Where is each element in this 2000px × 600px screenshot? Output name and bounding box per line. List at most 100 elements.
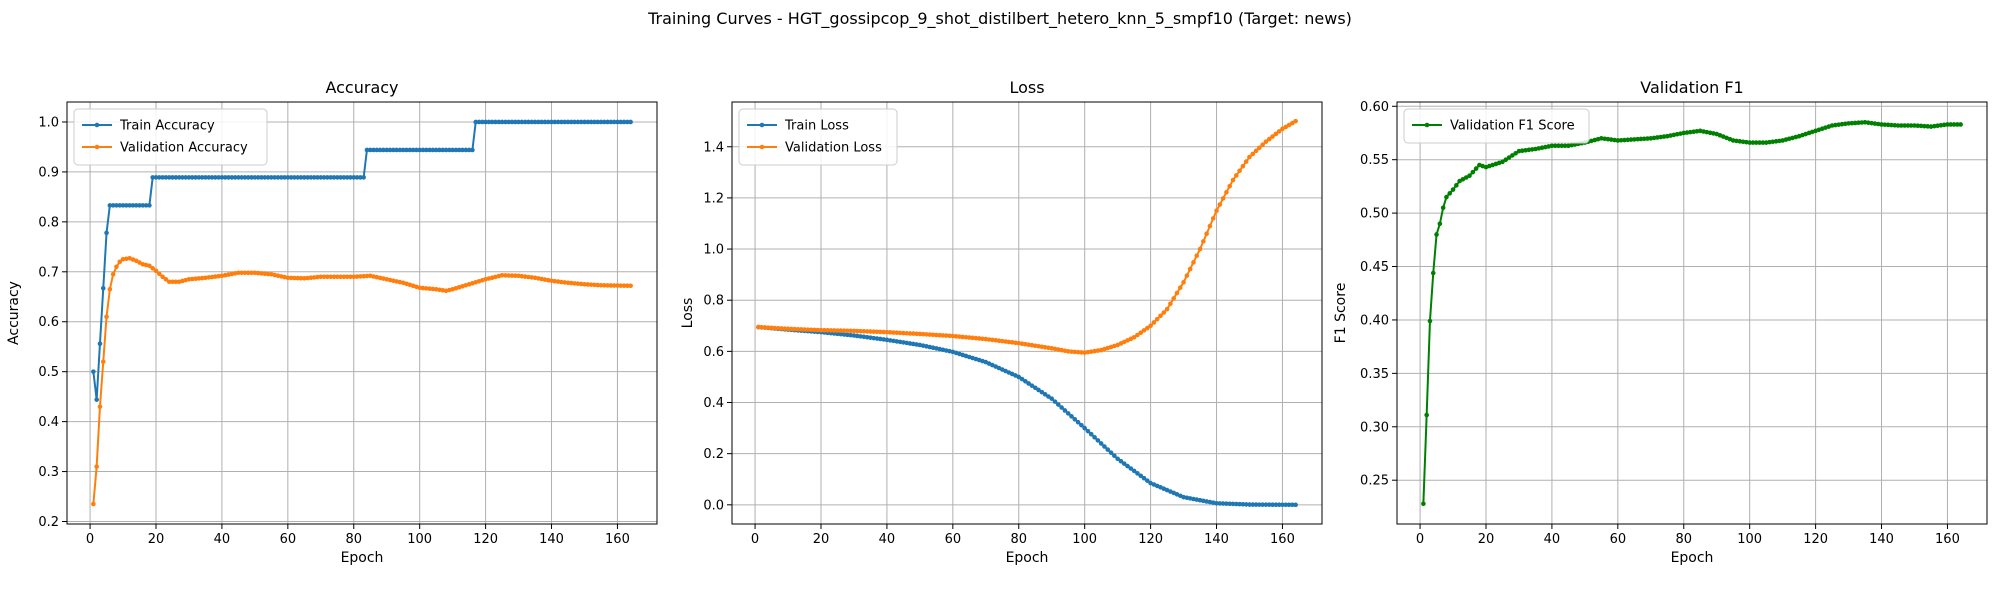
data-point	[937, 332, 942, 338]
data-point	[331, 175, 337, 180]
data-point	[1635, 136, 1640, 142]
data-point	[331, 274, 337, 280]
data-point	[371, 147, 376, 153]
data-point	[239, 270, 244, 276]
data-point	[512, 273, 518, 278]
data-point	[344, 175, 350, 180]
data-point	[160, 175, 165, 180]
data-point	[1430, 270, 1436, 276]
data-point	[1283, 502, 1289, 508]
data-point	[779, 326, 784, 331]
data-point	[1237, 168, 1242, 174]
data-point	[1895, 123, 1901, 128]
data-point	[97, 341, 103, 347]
panel-title: Accuracy	[325, 78, 398, 97]
data-point	[943, 333, 949, 338]
data-point	[229, 175, 235, 180]
x-axis-label: Epoch	[1671, 550, 1714, 566]
data-point	[183, 175, 188, 180]
data-point	[792, 326, 797, 332]
data-point	[1062, 408, 1068, 413]
x-tick-label: 40	[1544, 532, 1561, 547]
data-point	[1138, 330, 1144, 335]
data-point	[104, 314, 109, 320]
data-point	[625, 283, 630, 289]
data-point	[940, 333, 946, 338]
data-point	[1181, 280, 1186, 285]
data-point	[1955, 122, 1960, 127]
x-tick-label: 80	[345, 532, 362, 547]
data-point	[245, 175, 251, 180]
data-point	[110, 203, 116, 208]
series	[91, 256, 633, 507]
data-point	[588, 119, 594, 125]
x-tick-label: 80	[1010, 532, 1027, 547]
data-point	[1257, 502, 1262, 507]
data-point	[805, 327, 811, 332]
data-point	[575, 119, 581, 125]
data-point	[1513, 150, 1518, 156]
data-point	[384, 147, 390, 153]
data-point	[1427, 318, 1433, 324]
data-point	[569, 280, 574, 286]
data-point	[1645, 136, 1650, 141]
data-point	[821, 327, 827, 333]
data-point	[1019, 376, 1025, 382]
data-point	[1032, 385, 1038, 391]
data-point	[1056, 402, 1061, 407]
axes-frame	[66, 101, 658, 525]
x-tick-label: 100	[1072, 532, 1097, 547]
data-point	[292, 275, 297, 281]
data-point	[611, 119, 617, 125]
x-axis-label: Epoch	[341, 550, 384, 566]
legend-marker	[94, 122, 100, 128]
data-point	[361, 175, 366, 180]
data-point	[189, 175, 195, 180]
data-point	[585, 119, 591, 125]
data-point	[884, 329, 890, 335]
data-point	[1266, 136, 1272, 142]
series	[756, 118, 1298, 355]
data-point	[414, 147, 419, 153]
data-point	[1131, 335, 1137, 340]
data-point	[199, 275, 205, 281]
data-point	[759, 324, 764, 330]
data-point	[552, 119, 558, 125]
data-point	[1263, 139, 1269, 144]
y-tick-label: 0.25	[1360, 474, 1389, 489]
data-point	[321, 175, 327, 180]
data-point	[506, 119, 511, 125]
data-point	[1290, 502, 1295, 508]
data-point	[592, 282, 597, 288]
data-point	[595, 282, 600, 288]
data-point	[147, 263, 152, 269]
data-point	[262, 271, 268, 277]
data-point	[582, 119, 587, 125]
data-point	[341, 175, 347, 180]
data-point	[430, 147, 436, 153]
data-point	[1421, 501, 1426, 507]
data-point	[957, 334, 962, 339]
data-point	[963, 334, 969, 340]
data-point	[156, 271, 162, 277]
data-point	[288, 275, 294, 281]
y-tick-label: 0.8	[38, 215, 59, 230]
data-point	[914, 331, 919, 337]
axes-frame	[1396, 101, 1988, 525]
data-point	[1757, 140, 1762, 145]
data-point	[318, 274, 324, 280]
data-point	[891, 330, 896, 335]
data-point	[328, 175, 333, 180]
data-point	[578, 281, 584, 287]
data-point	[377, 147, 383, 153]
data-point	[1948, 122, 1954, 127]
legend-label: Train Accuracy	[119, 119, 215, 134]
data-point	[841, 328, 847, 333]
data-point	[1424, 412, 1429, 418]
data-point	[1201, 239, 1206, 244]
data-point	[1151, 320, 1157, 325]
y-tick-label: 0.4	[38, 415, 59, 430]
data-point	[1075, 349, 1081, 355]
data-point	[1859, 120, 1865, 125]
data-point	[245, 270, 251, 276]
